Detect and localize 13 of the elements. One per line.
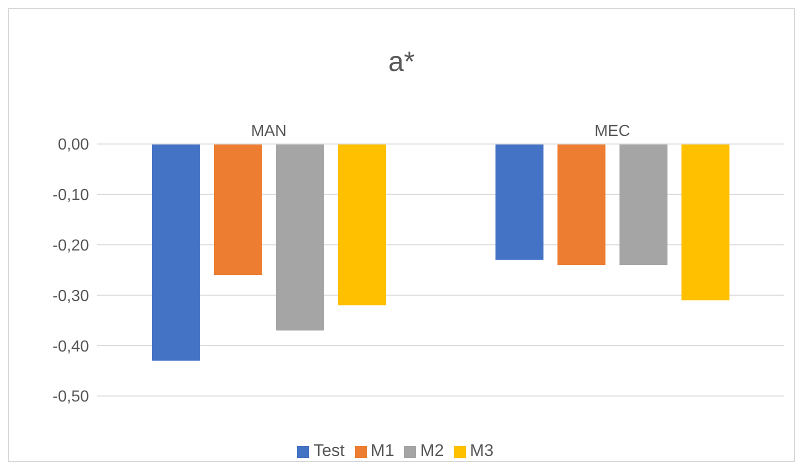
y-tick-label: 0,00 (58, 136, 90, 154)
y-tick-label: -0,30 (52, 288, 90, 305)
y-tick-label: -0,10 (52, 187, 90, 204)
legend-label: M3 (470, 441, 494, 460)
legend-label: M1 (370, 441, 394, 460)
y-tick-label: -0,40 (52, 338, 90, 356)
x-tick-label: MAN (250, 123, 287, 140)
y-tick-label: -0,20 (52, 237, 90, 254)
legend-label: Test (313, 441, 345, 460)
y-tick-label: -0,50 (52, 388, 90, 406)
x-tick-label: MEC (594, 123, 630, 140)
legend-label: M2 (420, 441, 444, 460)
chart-title: a* (387, 44, 416, 78)
